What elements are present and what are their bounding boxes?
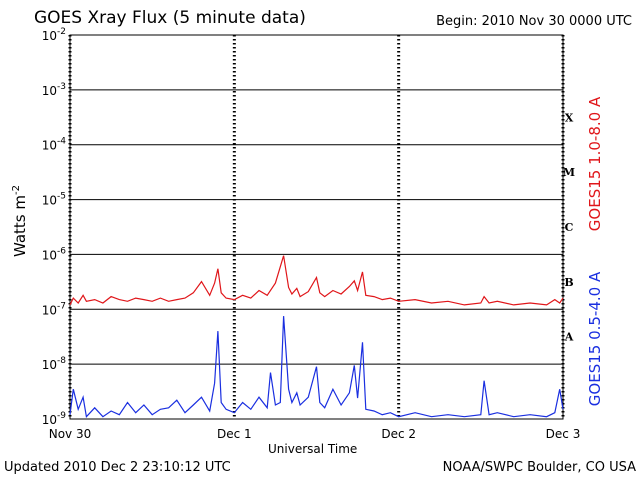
x-tick-label: Dec 3: [546, 427, 581, 441]
flare-class-labels: A B C M X: [563, 111, 575, 343]
series-line-0: [69, 255, 564, 306]
data-series: [69, 255, 564, 418]
x-tick-labels: Nov 30 Dec 1 Dec 2 Dec 3: [49, 427, 581, 441]
x-tick-label: Dec 1: [217, 427, 252, 441]
y-tick-label: 10-8: [42, 356, 67, 372]
plot-frame: [69, 34, 564, 420]
begin-timestamp: Begin: 2010 Nov 30 0000 UTC: [436, 14, 632, 29]
y-tick-label: 10-9: [42, 411, 67, 427]
x-tick-label: Nov 30: [49, 427, 92, 441]
series-line-1: [69, 316, 564, 418]
flare-class-label: X: [565, 111, 574, 124]
flare-class-label: M: [563, 166, 575, 179]
y-tick-label: 10-5: [42, 192, 66, 208]
x-tick-label: Dec 2: [381, 427, 416, 441]
credit-text: NOAA/SWPC Boulder, CO USA: [442, 460, 636, 475]
chart-title: GOES Xray Flux (5 minute data): [34, 8, 306, 28]
flare-class-label: C: [565, 221, 574, 234]
y-tick-label: 10-6: [42, 246, 67, 262]
y-tick-label: 10-2: [42, 27, 66, 43]
flare-class-label: B: [564, 276, 573, 289]
y-tick-label: 10-3: [42, 82, 66, 98]
y-tick-labels: 10-9 10-8 10-7 10-6 10-5 10-4 10-3 10-2: [42, 27, 67, 427]
y-tick-label: 10-7: [42, 301, 66, 317]
grid: [68, 34, 565, 420]
y-tick-label: 10-4: [42, 137, 67, 153]
updated-timestamp: Updated 2010 Dec 2 23:10:12 UTC: [4, 460, 231, 475]
flare-class-label: A: [564, 331, 574, 344]
x-axis-label: Universal Time: [268, 442, 358, 456]
